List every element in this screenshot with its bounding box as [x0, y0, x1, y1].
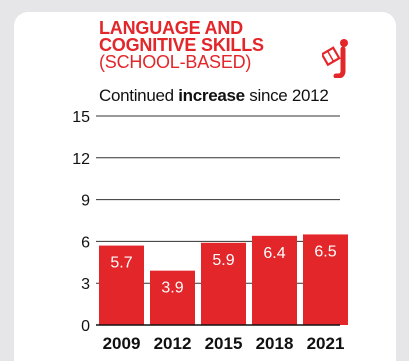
title-line-3: (SCHOOL-BASED)	[99, 52, 252, 72]
x-tick-label-2009: 2009	[103, 334, 141, 353]
chart-title: LANGUAGE AND COGNITIVE SKILLS (SCHOOL-BA…	[99, 18, 264, 72]
bar-value-label-2021: 6.5	[314, 243, 336, 260]
bar-2012	[150, 270, 195, 325]
bar-value-label-2018: 6.4	[263, 245, 285, 262]
x-tick-label-2015: 2015	[205, 334, 243, 353]
chart-subtitle: Continued increase since 2012	[99, 86, 329, 105]
bar-chart: 0 3 6 9 12 15 5.7 2009 3.9 2012 5.9 2015 6.4 2018 6.5 2…	[72, 109, 348, 353]
x-tick-label-2018: 2018	[256, 334, 294, 353]
bar-2018	[252, 235, 297, 325]
chart-card: LANGUAGE AND COGNITIVE SKILLS (SCHOOL-BA…	[14, 12, 396, 361]
bar-value-label-2015: 5.9	[212, 252, 234, 269]
bar-2015	[201, 242, 246, 325]
y-tick-label-15: 15	[72, 109, 90, 126]
y-tick-label-6: 6	[81, 234, 90, 251]
reading-person-icon	[322, 39, 348, 78]
y-tick-label-0: 0	[81, 318, 90, 335]
x-tick-label-2012: 2012	[154, 334, 192, 353]
title-line-1: LANGUAGE AND	[99, 18, 243, 38]
y-tick-label-3: 3	[81, 276, 90, 293]
bar-2009	[99, 245, 144, 325]
y-tick-label-12: 12	[72, 151, 90, 168]
bar-value-label-2012: 3.9	[161, 280, 183, 297]
bar-value-label-2009: 5.7	[110, 255, 132, 272]
title-line-2: COGNITIVE SKILLS	[99, 35, 264, 55]
y-tick-label-9: 9	[81, 193, 90, 210]
x-tick-label-2021: 2021	[307, 334, 345, 353]
bar-2021	[303, 234, 348, 325]
